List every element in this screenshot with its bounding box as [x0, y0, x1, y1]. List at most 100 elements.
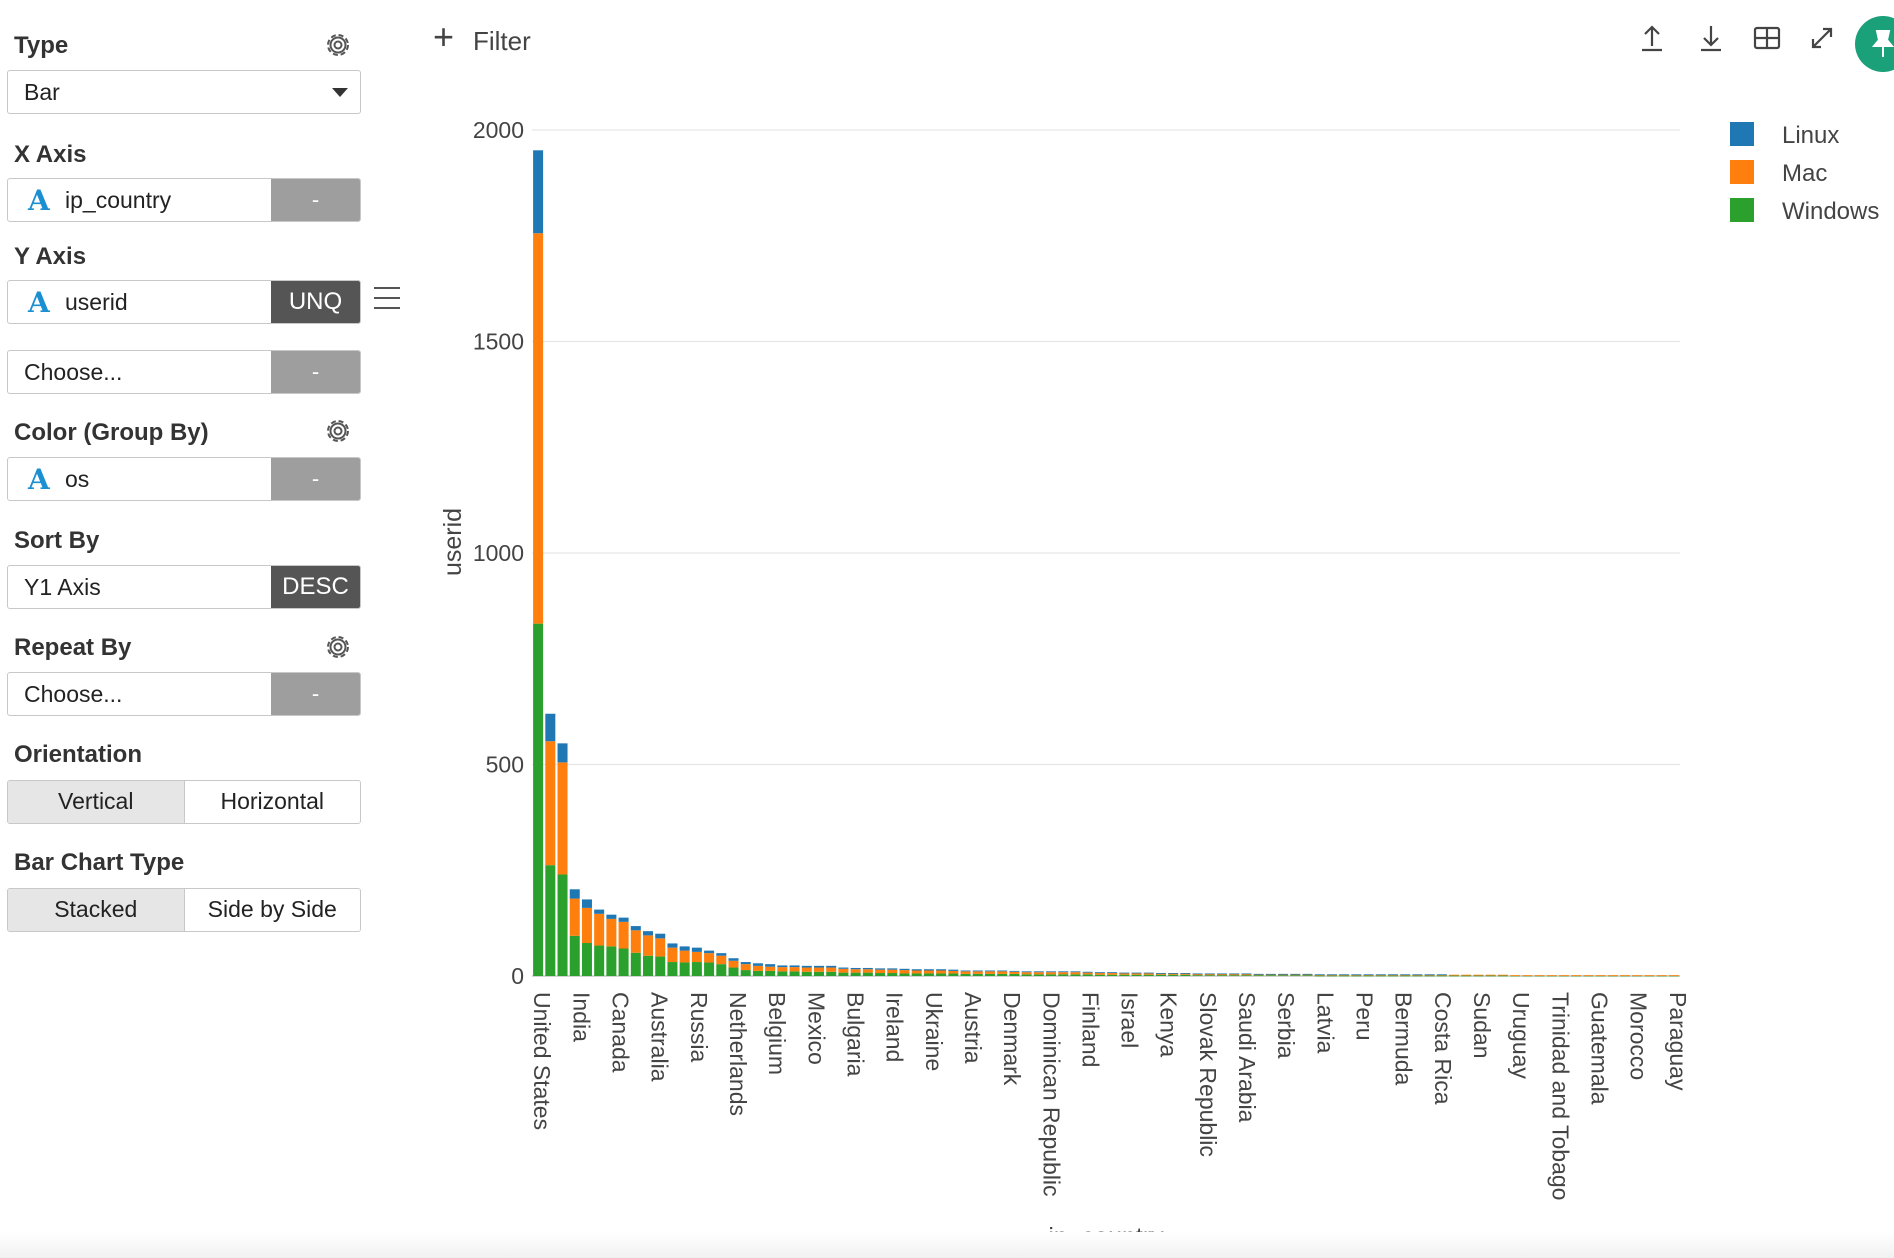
bar-segment-linux — [948, 969, 959, 971]
repeat-function-button[interactable]: - — [271, 673, 360, 715]
bar-segment-windows — [887, 973, 898, 976]
upload-icon[interactable] — [1636, 22, 1668, 54]
bar-segment-linux — [850, 967, 861, 970]
bar-segment-mac — [1644, 975, 1655, 976]
y-axis-2-field[interactable]: Choose... - — [7, 350, 361, 394]
bar-segment-windows — [1180, 974, 1191, 976]
bar-segment-mac — [1620, 975, 1631, 976]
grid-icon[interactable] — [1751, 22, 1783, 54]
bar-segment-mac — [1558, 975, 1569, 976]
bar-segment-windows — [1387, 975, 1399, 977]
y-axis-column-name: userid — [65, 289, 128, 315]
bar-segment-linux — [581, 899, 592, 908]
bar-segment-mac — [667, 947, 678, 963]
pin-button[interactable] — [1855, 16, 1894, 72]
x-tick-label: Denmark — [999, 992, 1025, 1086]
bar-segment-windows — [1375, 975, 1386, 977]
orientation-vertical-button[interactable]: Vertical — [8, 781, 185, 823]
bar-segment-linux — [716, 953, 727, 956]
bar-segment-mac — [1546, 975, 1557, 976]
bar-segment-mac — [1119, 973, 1130, 975]
bar-segment-linux — [704, 950, 715, 954]
bar-segment-linux — [1094, 972, 1105, 974]
sort-by-field[interactable]: Y1 Axis DESC — [7, 565, 361, 609]
y-tick-label: 2000 — [473, 117, 524, 143]
bar-segment-mac — [691, 951, 702, 963]
bar-segment-mac — [1668, 975, 1679, 976]
x-axis-function-button[interactable]: - — [271, 179, 360, 221]
download-icon[interactable] — [1695, 22, 1727, 54]
bar-segment-linux — [875, 968, 886, 970]
type-settings-gear-icon[interactable] — [322, 29, 354, 61]
bar-segment-linux — [606, 914, 617, 919]
bar-segment-linux — [1107, 972, 1118, 974]
bar-segment-windows — [911, 973, 922, 976]
hamburger-menu-icon[interactable] — [374, 287, 400, 309]
orientation-toggle: Vertical Horizontal — [7, 780, 361, 824]
bar-segment-windows — [875, 973, 886, 976]
bar-segment-linux — [1326, 974, 1337, 976]
bar-segment-linux — [1351, 974, 1362, 976]
y-axis-2-function-button[interactable]: - — [271, 351, 360, 393]
bar-segment-linux — [1046, 971, 1057, 973]
bar-segment-linux — [1424, 974, 1435, 976]
x-tick-label: Latvia — [1312, 992, 1338, 1054]
repeat-settings-gear-icon[interactable] — [322, 631, 354, 663]
x-axis-field[interactable]: A ip_country - — [7, 178, 361, 222]
bar-segment-mac — [838, 968, 849, 973]
bar-segment-windows — [606, 946, 617, 976]
orientation-horizontal-button[interactable]: Horizontal — [184, 781, 360, 823]
x-tick-label: Mexico — [803, 992, 829, 1065]
bar-segment-windows — [1534, 975, 1545, 977]
bar-segment-linux — [533, 150, 544, 234]
y-axis-2-placeholder: Choose... — [24, 359, 123, 385]
y-tick-label: 500 — [486, 752, 524, 778]
repeat-by-field[interactable]: Choose... - — [7, 672, 361, 716]
y-axis-aggregation-button[interactable]: UNQ — [271, 281, 360, 323]
bar-segment-mac — [765, 966, 776, 971]
x-tick-label: Dominican Republic — [1038, 992, 1064, 1197]
bar-segment-windows — [1082, 974, 1093, 976]
bar-segment-windows — [1326, 975, 1337, 977]
bar-segment-windows — [545, 865, 556, 976]
bar-segment-linux — [997, 970, 1008, 972]
bar-segment-mac — [1241, 973, 1252, 976]
color-column-name: os — [65, 466, 90, 492]
legend-label-linux: Linux — [1782, 122, 1839, 149]
bar-segment-windows — [1302, 975, 1313, 976]
bar-segment-mac — [1497, 974, 1508, 976]
color-function-button[interactable]: - — [271, 458, 360, 500]
color-field[interactable]: A os - — [7, 457, 361, 501]
bar-segment-mac — [1265, 974, 1276, 976]
chart-type-select[interactable]: Bar — [7, 70, 361, 114]
bar-segment-windows — [1522, 975, 1533, 977]
bar-segment-linux — [1436, 974, 1447, 976]
bar-segment-linux — [936, 969, 947, 971]
y-tick-label: 1000 — [473, 540, 524, 566]
bar-segment-windows — [777, 971, 788, 976]
bar-segment-windows — [1265, 975, 1276, 976]
expand-icon[interactable] — [1806, 22, 1838, 54]
bar-segment-windows — [618, 948, 629, 976]
bar-segment-linux — [899, 968, 910, 971]
bar-segment-linux — [838, 967, 849, 969]
bar-segment-mac — [826, 967, 837, 972]
bar-segment-linux — [667, 943, 678, 948]
x-tick-label: Sudan — [1469, 992, 1495, 1059]
color-settings-gear-icon[interactable] — [322, 415, 354, 447]
bar-type-stacked-button[interactable]: Stacked — [8, 889, 185, 931]
sort-direction-button[interactable]: DESC — [271, 566, 360, 608]
bar-segment-mac — [850, 969, 861, 973]
bar-segment-mac — [1656, 975, 1667, 976]
bar-segment-windows — [667, 962, 678, 976]
bar-type-side-by-side-button[interactable]: Side by Side — [184, 889, 360, 931]
bar-segment-linux — [1204, 973, 1215, 975]
filter-label: Filter — [473, 26, 531, 56]
bar-segment-mac — [1485, 974, 1496, 976]
bar-segment-mac — [1021, 972, 1032, 975]
string-type-icon: A — [28, 463, 50, 496]
y-axis-field[interactable]: A userid UNQ — [7, 280, 361, 324]
bar-segment-linux — [1265, 973, 1276, 975]
bar-segment-linux — [960, 970, 971, 972]
x-tick-label: Morocco — [1626, 992, 1652, 1080]
